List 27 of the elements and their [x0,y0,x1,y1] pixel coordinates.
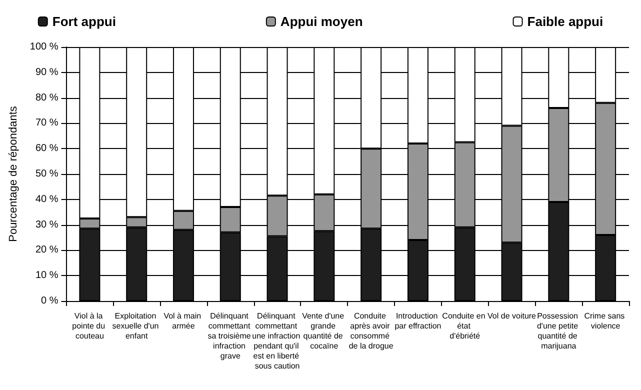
x-tick-label: Crime sans violence [584,312,627,330]
y-tick-label: 50 % [35,168,58,180]
y-tick-label: 0 % [41,296,58,306]
legend-label: Fort appui [52,14,116,29]
y-tick-label: 80 % [35,92,58,104]
y-tick-label: 30 % [35,219,58,230]
x-tick-label: Introduction par effraction [394,312,442,330]
y-axis-title: Pourcentage de répondants [8,106,20,242]
x-tick-label: Vente d'une grande quantité de cocaïne [302,312,346,350]
y-tick-label: 40 % [35,194,58,205]
y-tick-label: 20 % [35,244,58,256]
x-tick-label: Conduite en état d'ébriété [442,312,488,340]
x-tick-label: Délinquant commettant une infraction pendant qu'il est en liberté sous caution [252,312,302,370]
x-tick-label: Vol à main armée [164,312,204,330]
x-tick-label: Possession d'une petite quantité de marijuana [536,312,580,350]
legend-label: Appui moyen [280,14,363,29]
y-tick-label: 100 % [30,42,58,52]
y-tick-label: 70 % [35,118,58,129]
x-tick-label: Délinquant commettant sa troisième infraction grave [208,312,254,360]
y-tick-label: 60 % [35,143,58,154]
x-tick-label: Vol de voiture [488,312,537,320]
legend-label: Faible appui [527,14,604,29]
x-tick-label: Conduite après avoir consommé de la drogue [348,312,394,350]
x-tick-label: Viol à la pointe du couteau [72,312,108,340]
x-tick-label: Exploitation sexuelle d'un enfant [112,312,161,340]
y-tick-label: 90 % [35,66,58,78]
y-tick-label: 10 % [35,270,58,282]
